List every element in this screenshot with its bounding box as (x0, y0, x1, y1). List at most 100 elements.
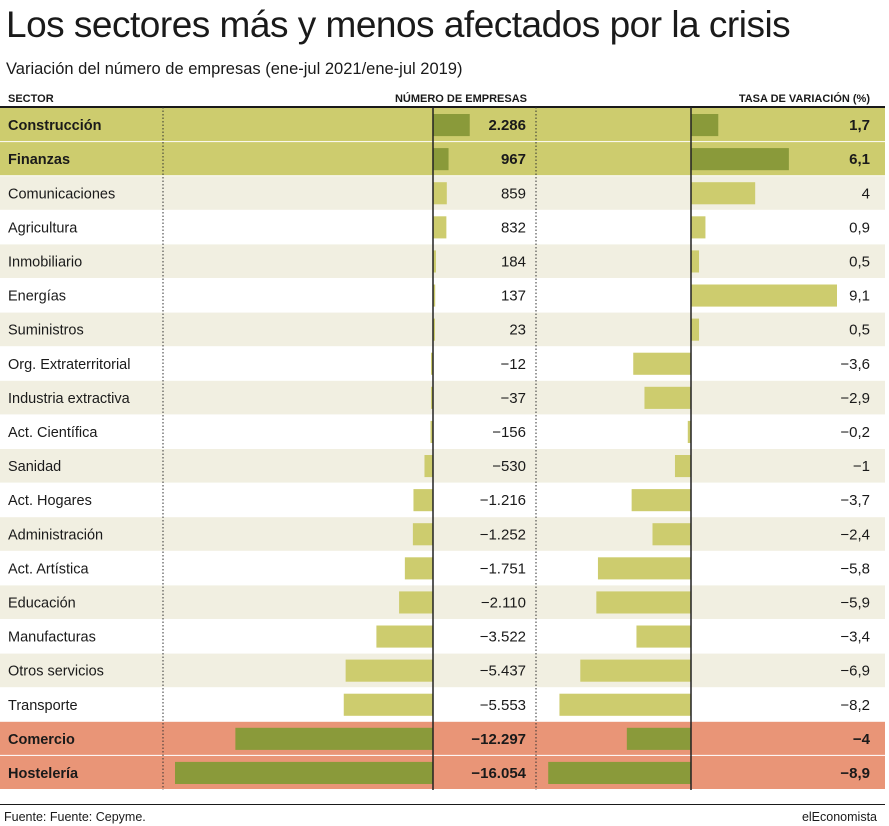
variation-rate-bar (597, 557, 691, 580)
variation-rate-bar (559, 693, 691, 716)
variation-rate-value: 6,1 (849, 151, 870, 168)
number-of-companies-bar (433, 318, 435, 341)
number-of-companies-bar (433, 250, 436, 273)
sector-label: Finanzas (8, 152, 70, 168)
variation-rate-value: 9,1 (849, 288, 870, 305)
variation-rate-bar (674, 455, 691, 478)
sector-label: Act. Hogares (8, 493, 92, 509)
sector-label: Educación (8, 595, 76, 611)
variation-rate-value: −3,4 (840, 629, 870, 646)
number-of-companies-value: 137 (501, 288, 526, 305)
row-background (0, 721, 885, 756)
sector-label: Energías (8, 289, 66, 305)
number-of-companies-value: −156 (492, 424, 526, 441)
row-background (0, 517, 885, 551)
sector-label: Transporte (8, 698, 78, 714)
number-of-companies-value: 23 (509, 322, 526, 339)
variation-rate-value: −3,7 (840, 492, 870, 509)
variation-rate-value: −0,2 (840, 424, 870, 441)
number-of-companies-bar (424, 455, 433, 478)
variation-rate-bar (691, 318, 700, 341)
row-background (0, 449, 885, 483)
variation-rate-value: −1 (853, 458, 870, 475)
number-of-companies-bar (431, 386, 433, 409)
number-of-companies-value: −2.110 (481, 594, 526, 611)
variation-rate-bar (596, 591, 691, 614)
variation-rate-value: −8,9 (840, 765, 870, 782)
variation-rate-value: −5,9 (840, 594, 870, 611)
variation-rate-bar (691, 114, 719, 137)
number-of-companies-value: 859 (501, 185, 526, 202)
variation-rate-bar (626, 727, 691, 750)
variation-rate-value: −2,9 (840, 390, 870, 407)
number-of-companies-bar (235, 727, 433, 750)
row-background (0, 619, 885, 654)
variation-rate-bar (580, 659, 691, 682)
number-of-companies-bar (412, 523, 433, 546)
variation-rate-bar (652, 523, 691, 546)
row-background (0, 483, 885, 517)
sector-label: Manufacturas (8, 630, 96, 646)
variation-rate-bar (691, 250, 700, 273)
column-header-sector: SECTOR (8, 93, 54, 105)
sector-label: Construcción (8, 118, 101, 134)
number-of-companies-bar (376, 625, 433, 648)
variation-rate-bar (636, 625, 691, 648)
sector-label: Agricultura (8, 220, 78, 236)
footer-divider (0, 804, 885, 805)
variation-rate-value: −2,4 (840, 526, 870, 543)
row-background (0, 755, 885, 790)
sector-label: Comunicaciones (8, 186, 115, 202)
number-of-companies-bar (345, 659, 433, 682)
number-of-companies-value: −5.553 (480, 697, 526, 714)
sector-label: Administración (8, 527, 103, 543)
variation-rate-bar (691, 284, 837, 307)
number-of-companies-value: −12 (501, 356, 526, 373)
number-of-companies-value: −1.252 (480, 526, 526, 543)
variation-rate-bar (691, 182, 756, 205)
number-of-companies-bar (433, 216, 447, 239)
variation-rate-bar (687, 420, 691, 443)
number-of-companies-bar (343, 693, 433, 716)
column-header-number-of-companies: NÚMERO DE EMPRESAS (394, 93, 527, 105)
sector-label: Act. Científica (8, 425, 98, 441)
row-background (0, 551, 885, 585)
number-of-companies-value: −37 (501, 390, 526, 407)
number-of-companies-value: −5.437 (480, 663, 526, 680)
column-header-variation-rate: TASA DE VARIACIÓN (%) (738, 93, 870, 105)
number-of-companies-value: −16.054 (471, 765, 526, 782)
number-of-companies-value: −1.216 (480, 492, 526, 509)
variation-rate-value: 0,5 (849, 253, 870, 270)
number-of-companies-value: 2.286 (488, 117, 526, 134)
row-background (0, 312, 885, 347)
number-of-companies-value: 832 (501, 219, 526, 236)
number-of-companies-bar (175, 761, 433, 784)
number-of-companies-bar (430, 420, 433, 443)
row-background (0, 414, 885, 449)
variation-rate-value: −4 (853, 731, 871, 748)
header-divider (0, 106, 885, 108)
sector-label: Suministros (8, 323, 84, 339)
number-of-companies-bar (413, 489, 433, 512)
variation-rate-bar (691, 216, 706, 239)
number-of-companies-value: −3.522 (480, 629, 526, 646)
row-background (0, 585, 885, 619)
sector-label: Inmobiliario (8, 254, 82, 270)
row-background (0, 244, 885, 278)
variation-rate-bar (631, 489, 691, 512)
number-of-companies-bar (433, 284, 436, 307)
variation-rate-value: −6,9 (840, 663, 870, 680)
sector-bar-table: Construcción 2.286 1,7 Finanzas 967 6,1 Comuni… (0, 107, 885, 790)
variation-rate-value: 1,7 (849, 117, 870, 134)
variation-rate-bar (633, 352, 691, 375)
number-of-companies-bar (399, 591, 433, 614)
variation-rate-value: 0,5 (849, 322, 870, 339)
variation-rate-bar (644, 386, 691, 409)
variation-rate-bar (691, 148, 789, 171)
number-of-companies-bar (433, 114, 470, 137)
variation-rate-value: −3,6 (840, 356, 870, 373)
row-background (0, 653, 885, 688)
sector-label: Otros servicios (8, 664, 104, 680)
variation-rate-value: −5,8 (840, 560, 870, 577)
row-background (0, 346, 885, 381)
